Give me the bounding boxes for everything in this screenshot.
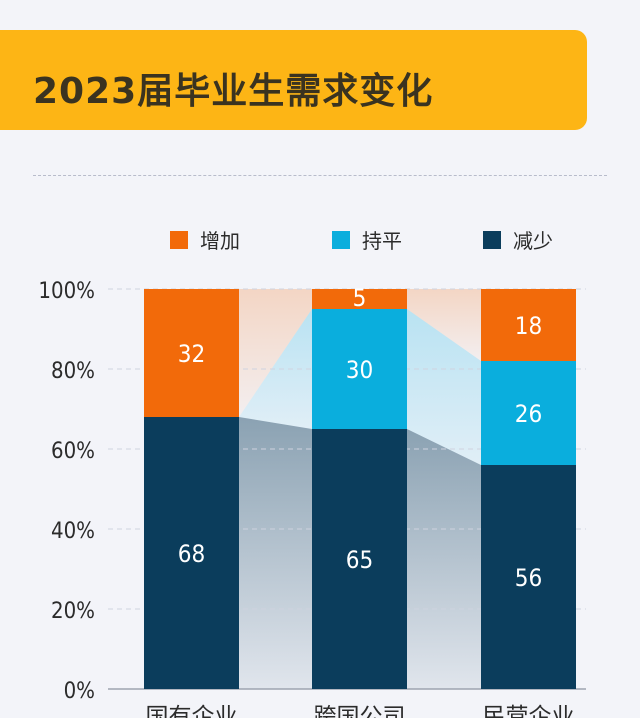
bar-segment [312, 289, 407, 309]
legend-swatch [483, 231, 501, 249]
y-tick-label: 80% [51, 359, 95, 384]
legend-swatch [170, 231, 188, 249]
y-tick-label: 40% [51, 519, 95, 544]
connector-shade [407, 289, 481, 361]
data-label: 5 [353, 284, 367, 312]
data-label: 68 [178, 540, 205, 568]
bar-segment [144, 289, 239, 417]
x-tick-label: 国有企业 [146, 704, 238, 718]
bar-segment [144, 417, 239, 689]
data-label: 56 [515, 564, 542, 592]
x-tick-label: 民营企业 [483, 704, 575, 718]
data-label: 18 [515, 312, 542, 340]
bar-segment [481, 361, 576, 465]
legend-swatch [332, 231, 350, 249]
data-label: 30 [346, 356, 373, 384]
connector-shade [239, 309, 312, 429]
x-tick-label: 跨国公司 [314, 704, 406, 718]
chart-title: 2023届毕业生需求变化 [33, 71, 434, 112]
bar-segment [312, 309, 407, 429]
data-label: 26 [515, 400, 542, 428]
connector-shade [239, 417, 312, 689]
bar-segment [312, 429, 407, 689]
bar-segment [481, 465, 576, 689]
data-label: 32 [178, 340, 205, 368]
title-banner [0, 30, 587, 130]
y-tick-label: 0% [64, 679, 95, 704]
bar-segment [481, 289, 576, 361]
y-tick-label: 20% [51, 599, 95, 624]
divider [33, 175, 607, 176]
connector-shade [239, 289, 312, 417]
data-label: 65 [346, 546, 373, 574]
y-tick-label: 100% [38, 279, 95, 304]
connector-shade [407, 429, 481, 689]
legend-label: 减少 [513, 229, 553, 253]
legend-label: 增加 [200, 229, 240, 253]
y-tick-label: 60% [51, 439, 95, 464]
legend-label: 持平 [362, 229, 402, 253]
